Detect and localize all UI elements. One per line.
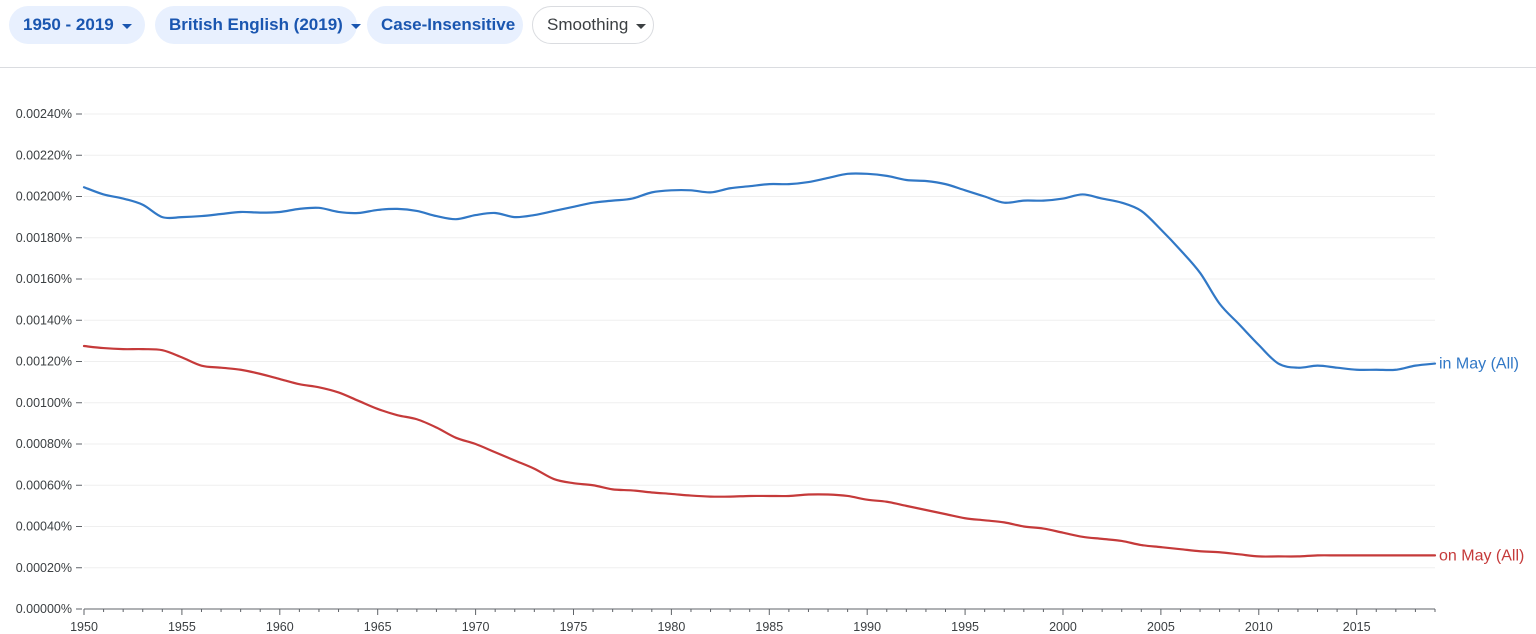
x-axis: 1950 1955 1960 1965 1970 1975 1980 1985 1990 1995… — [70, 608, 1436, 634]
y-tick-label: 0.00020% — [16, 561, 72, 575]
y-axis: 0.00000% 0.00020% 0.00040% 0.00060% 0.00080%… — [16, 107, 82, 616]
series-line-on-may-all — [82, 344, 1437, 558]
case-insensitive-label: Case-Insensitive — [381, 15, 516, 34]
grid-layer — [84, 113, 1435, 569]
y-tick-label: 0.00220% — [16, 148, 72, 162]
x-tick-label: 1980 — [657, 620, 685, 634]
corpus-dropdown[interactable]: British English (2019) — [155, 6, 361, 44]
series-label-on-may-all: on May (All) — [1439, 547, 1524, 564]
series-label-in-may-all: in May (All) — [1439, 356, 1519, 373]
series-labels: in May (All) on May (All) — [1439, 356, 1524, 565]
case-insensitive-toggle[interactable]: Case-Insensitive — [367, 6, 523, 44]
y-tick-label: 0.00040% — [16, 520, 72, 534]
x-tick-label: 1995 — [951, 620, 979, 634]
y-tick-label: 0.00200% — [16, 190, 72, 204]
x-tick-label: 2010 — [1245, 620, 1273, 634]
series-line-in-may-all — [82, 172, 1437, 372]
y-tick-label: 0.00140% — [16, 313, 72, 327]
toolbar: 1950 - 2019 British English (2019) Case-… — [0, 0, 1536, 68]
y-tick-label: 0.00060% — [16, 478, 72, 492]
chevron-down-icon — [121, 23, 132, 29]
x-tick-label: 1990 — [853, 620, 881, 634]
y-tick-label: 0.00100% — [16, 396, 72, 410]
year-range-dropdown[interactable]: 1950 - 2019 — [9, 6, 145, 44]
x-tick-label: 1975 — [560, 620, 588, 634]
y-tick-label: 0.00000% — [16, 602, 72, 616]
x-tick-label: 1960 — [266, 620, 294, 634]
chevron-down-icon — [636, 23, 647, 29]
x-tick-label: 2000 — [1049, 620, 1077, 634]
x-tick-label: 2015 — [1343, 620, 1371, 634]
chevron-down-icon — [350, 23, 361, 29]
ngram-chart: 0.00000% 0.00020% 0.00040% 0.00060% 0.00080%… — [16, 107, 1525, 634]
y-tick-label: 0.00120% — [16, 355, 72, 369]
year-range-label: 1950 - 2019 — [23, 15, 114, 34]
y-tick-label: 0.00080% — [16, 437, 72, 451]
x-tick-label: 2005 — [1147, 620, 1175, 634]
series-layer — [82, 172, 1437, 558]
x-tick-label: 1985 — [755, 620, 783, 634]
corpus-label: British English (2019) — [169, 15, 343, 34]
x-tick-label: 1955 — [168, 620, 196, 634]
y-tick-label: 0.00240% — [16, 107, 72, 121]
x-tick-label: 1970 — [462, 620, 490, 634]
x-tick-label: 1965 — [364, 620, 392, 634]
smoothing-dropdown[interactable]: Smoothing — [532, 6, 654, 44]
x-tick-label: 1950 — [70, 620, 98, 634]
y-tick-label: 0.00180% — [16, 231, 72, 245]
smoothing-label: Smoothing — [547, 15, 629, 34]
y-tick-label: 0.00160% — [16, 272, 72, 286]
